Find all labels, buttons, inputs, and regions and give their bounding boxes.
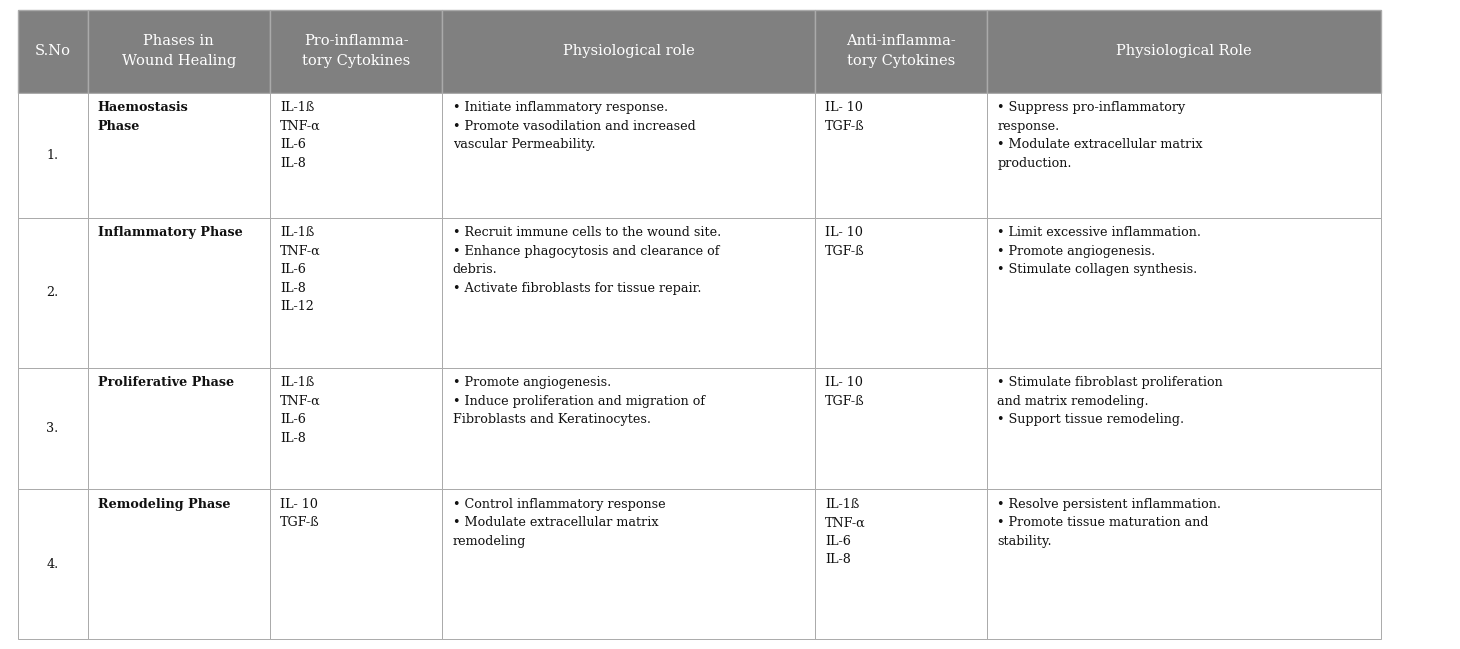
Bar: [88, 218, 270, 368]
Bar: [18, 368, 88, 489]
Text: Pro-inflamma-
tory Cytokines: Pro-inflamma- tory Cytokines: [302, 34, 410, 68]
Text: IL-1ß
TNF-α
IL-6
IL-8: IL-1ß TNF-α IL-6 IL-8: [280, 376, 321, 445]
Text: IL- 10
TGF-ß: IL- 10 TGF-ß: [280, 498, 320, 530]
Bar: [88, 489, 270, 639]
Text: IL-1ß
TNF-α
IL-6
IL-8
IL-12: IL-1ß TNF-α IL-6 IL-8 IL-12: [280, 227, 321, 313]
Text: Remodeling Phase: Remodeling Phase: [98, 498, 231, 511]
Bar: [18, 218, 88, 368]
Bar: [270, 368, 442, 489]
Text: 2.: 2.: [47, 286, 58, 299]
Bar: [987, 368, 1381, 489]
Text: • Limit excessive inflammation.
• Promote angiogenesis.
• Stimulate collagen syn: • Limit excessive inflammation. • Promot…: [997, 227, 1202, 276]
Bar: [815, 93, 987, 218]
Bar: [442, 489, 815, 639]
Text: Proliferative Phase: Proliferative Phase: [98, 376, 234, 389]
Bar: [270, 218, 442, 368]
Bar: [815, 218, 987, 368]
Text: IL-1ß
TNF-α
IL-6
IL-8: IL-1ß TNF-α IL-6 IL-8: [825, 498, 866, 567]
Text: Physiological role: Physiological role: [562, 44, 695, 58]
Text: IL- 10
TGF-ß: IL- 10 TGF-ß: [825, 227, 864, 258]
Bar: [88, 93, 270, 218]
Text: • Control inflammatory response
• Modulate extracellular matrix
remodeling: • Control inflammatory response • Modula…: [453, 498, 666, 548]
Text: IL- 10
TGF-ß: IL- 10 TGF-ß: [825, 376, 864, 408]
Bar: [442, 368, 815, 489]
Bar: [88, 368, 270, 489]
Text: IL-1ß
TNF-α
IL-6
IL-8: IL-1ß TNF-α IL-6 IL-8: [280, 101, 321, 169]
Text: Anti-inflamma-
tory Cytokines: Anti-inflamma- tory Cytokines: [845, 34, 956, 68]
Text: S.No: S.No: [35, 44, 70, 58]
Bar: [270, 93, 442, 218]
Text: • Stimulate fibroblast proliferation
and matrix remodeling.
• Support tissue rem: • Stimulate fibroblast proliferation and…: [997, 376, 1223, 426]
Text: 1.: 1.: [47, 149, 58, 162]
Bar: [987, 218, 1381, 368]
Bar: [987, 10, 1381, 93]
Text: Haemostasis
Phase: Haemostasis Phase: [98, 101, 188, 132]
Text: • Resolve persistent inflammation.
• Promote tissue maturation and
stability.: • Resolve persistent inflammation. • Pro…: [997, 498, 1221, 548]
Text: • Initiate inflammatory response.
• Promote vasodilation and increased
vascular : • Initiate inflammatory response. • Prom…: [453, 101, 695, 151]
Bar: [18, 93, 88, 218]
Text: • Recruit immune cells to the wound site.
• Enhance phagocytosis and clearance o: • Recruit immune cells to the wound site…: [453, 227, 721, 295]
Bar: [442, 93, 815, 218]
Text: • Promote angiogenesis.
• Induce proliferation and migration of
Fibroblasts and : • Promote angiogenesis. • Induce prolife…: [453, 376, 705, 426]
Text: 3.: 3.: [47, 422, 58, 435]
Bar: [815, 489, 987, 639]
Bar: [987, 489, 1381, 639]
Bar: [18, 10, 88, 93]
Bar: [18, 489, 88, 639]
Text: Phases in
Wound Healing: Phases in Wound Healing: [121, 34, 237, 68]
Bar: [88, 10, 270, 93]
Text: • Suppress pro-inflammatory
response.
• Modulate extracellular matrix
production: • Suppress pro-inflammatory response. • …: [997, 101, 1203, 169]
Bar: [442, 10, 815, 93]
Bar: [987, 93, 1381, 218]
Bar: [815, 368, 987, 489]
Bar: [815, 10, 987, 93]
Text: Inflammatory Phase: Inflammatory Phase: [98, 227, 242, 239]
Bar: [270, 10, 442, 93]
Bar: [442, 218, 815, 368]
Bar: [270, 489, 442, 639]
Text: Physiological Role: Physiological Role: [1117, 44, 1251, 58]
Text: 4.: 4.: [47, 558, 58, 571]
Text: IL- 10
TGF-ß: IL- 10 TGF-ß: [825, 101, 864, 132]
